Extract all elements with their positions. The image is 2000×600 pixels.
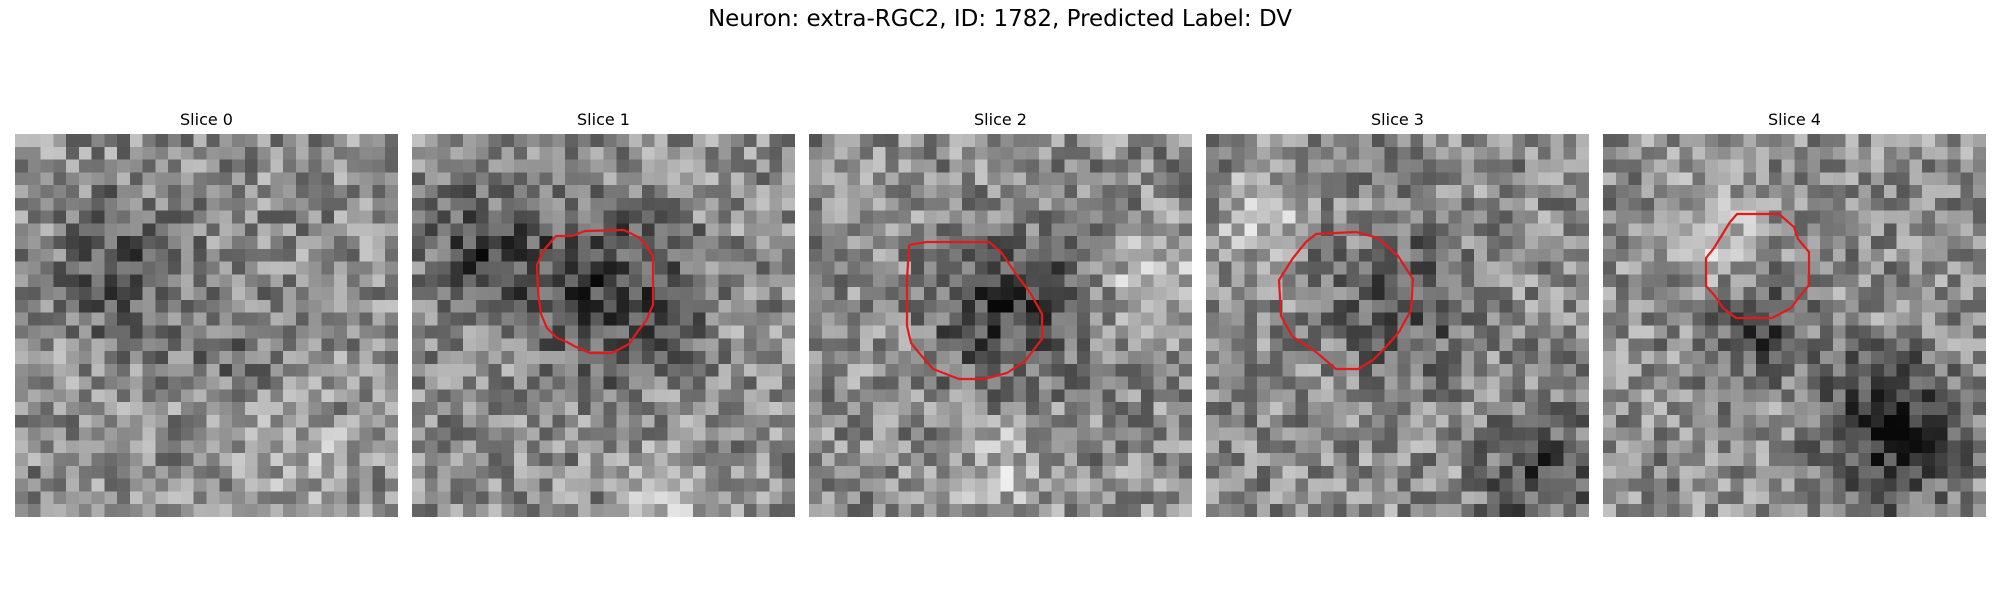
slice-panel-1: Slice 1 — [412, 108, 795, 517]
slice-image — [412, 134, 795, 517]
cell-outline — [1277, 230, 1415, 371]
cell-outline — [535, 228, 655, 355]
slice-image — [1603, 134, 1986, 517]
slice-title: Slice 0 — [180, 110, 233, 129]
cell-outline — [1704, 212, 1811, 320]
slice-panel-4: Slice 4 — [1603, 108, 1986, 517]
slice-image — [15, 134, 398, 517]
slice-image — [809, 134, 1192, 517]
slice-panel-0: Slice 0 — [15, 108, 398, 517]
slice-panel-3: Slice 3 — [1206, 108, 1589, 517]
slice-title: Slice 2 — [974, 110, 1027, 129]
slice-title: Slice 3 — [1371, 110, 1424, 129]
figure-title: Neuron: extra-RGC2, ID: 1782, Predicted … — [707, 6, 1293, 32]
slice-title: Slice 4 — [1768, 110, 1821, 129]
slice-image — [1206, 134, 1589, 517]
cell-outline — [905, 240, 1044, 381]
slice-title: Slice 1 — [577, 110, 630, 129]
slice-panel-2: Slice 2 — [809, 108, 1192, 517]
